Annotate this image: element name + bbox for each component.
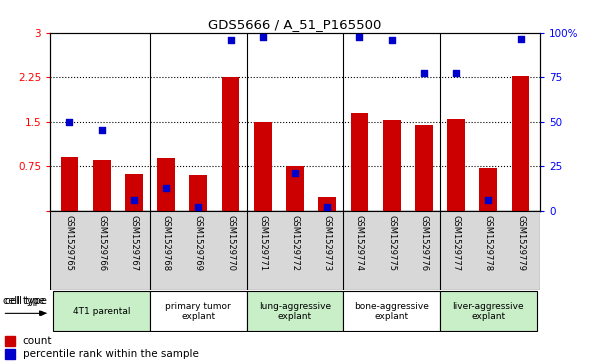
Bar (150, 291, 247, 331)
Text: GSM1529767: GSM1529767 (129, 215, 139, 271)
Bar (447, 119, 465, 211)
Point (194, 204, 203, 210)
Text: 4T1 parental: 4T1 parental (73, 307, 130, 316)
Bar (350, 113, 368, 211)
Bar (415, 125, 432, 211)
Point (65, 119, 74, 125)
Title: GDS5666 / A_51_P165500: GDS5666 / A_51_P165500 (208, 19, 382, 32)
Point (162, 185, 171, 191)
Text: GSM1529772: GSM1529772 (290, 215, 300, 270)
Bar (50, 211, 540, 290)
Text: GSM1529765: GSM1529765 (65, 215, 74, 270)
Text: GSM1529777: GSM1529777 (451, 215, 461, 271)
Text: GSM1529774: GSM1529774 (355, 215, 364, 270)
Bar (53, 291, 150, 331)
Point (484, 197, 493, 203)
Text: GSM1529779: GSM1529779 (516, 215, 525, 270)
Point (129, 197, 139, 203)
Bar (222, 77, 240, 211)
Bar (343, 291, 440, 331)
Text: GSM1529770: GSM1529770 (226, 215, 235, 270)
Point (387, 37, 396, 43)
Text: GSM1529768: GSM1529768 (162, 215, 171, 271)
Bar (440, 291, 537, 331)
Bar (383, 121, 401, 211)
Point (516, 36, 525, 41)
Point (258, 34, 267, 40)
Bar (61, 157, 78, 211)
Point (290, 170, 300, 176)
Bar (512, 76, 529, 211)
Point (355, 34, 364, 40)
Bar (125, 174, 143, 211)
Bar (286, 166, 304, 211)
Bar (158, 158, 175, 211)
Bar (254, 122, 271, 211)
Text: cell type: cell type (2, 296, 44, 306)
Text: bone-aggressive
explant: bone-aggressive explant (354, 302, 429, 321)
Bar (247, 291, 343, 331)
Text: GSM1529776: GSM1529776 (419, 215, 428, 271)
Text: liver-aggressive
explant: liver-aggressive explant (453, 302, 524, 321)
Text: GSM1529773: GSM1529773 (323, 215, 332, 271)
Text: primary tumor
explant: primary tumor explant (165, 302, 231, 321)
Point (323, 204, 332, 210)
Text: GSM1529769: GSM1529769 (194, 215, 203, 270)
Text: ►: ► (39, 308, 47, 318)
Point (97, 128, 106, 134)
Bar (93, 160, 110, 211)
Text: GSM1529771: GSM1529771 (258, 215, 267, 270)
Text: lung-aggressive
explant: lung-aggressive explant (259, 302, 331, 321)
Text: GSM1529775: GSM1529775 (387, 215, 396, 270)
Text: GSM1529766: GSM1529766 (97, 215, 106, 271)
Text: count: count (23, 336, 53, 346)
Point (451, 70, 461, 76)
Bar (189, 175, 207, 211)
Text: cell type: cell type (5, 296, 47, 306)
Point (419, 70, 428, 76)
Text: percentile rank within the sample: percentile rank within the sample (23, 349, 199, 359)
Text: GSM1529778: GSM1529778 (484, 215, 493, 271)
Bar (480, 168, 497, 211)
Point (226, 37, 235, 43)
Bar (319, 197, 336, 211)
